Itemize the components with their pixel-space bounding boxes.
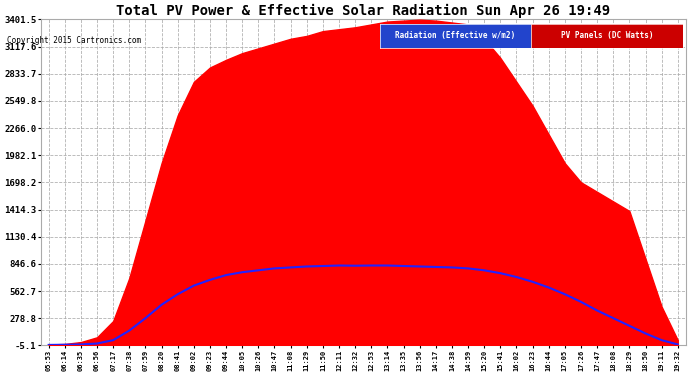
Title: Total PV Power & Effective Solar Radiation Sun Apr 26 19:49: Total PV Power & Effective Solar Radiati… — [116, 4, 610, 18]
Text: Radiation (Effective w/m2): Radiation (Effective w/m2) — [395, 32, 515, 40]
Text: PV Panels (DC Watts): PV Panels (DC Watts) — [561, 32, 653, 40]
Text: Copyright 2015 Cartronics.com: Copyright 2015 Cartronics.com — [7, 36, 141, 45]
